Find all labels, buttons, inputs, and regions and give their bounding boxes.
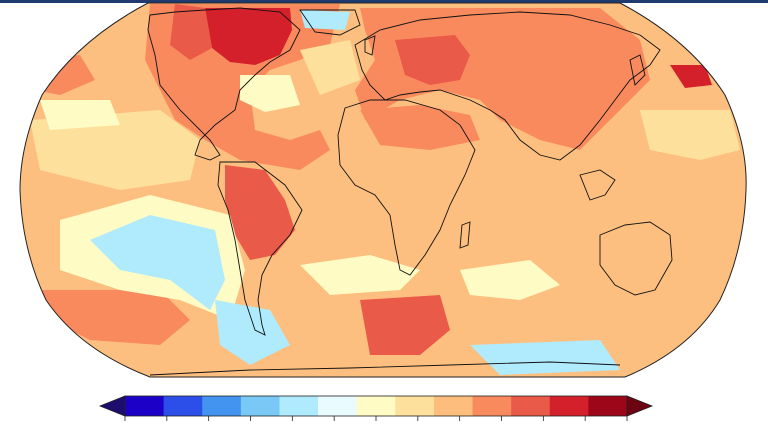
colorbar-cell (588, 396, 628, 416)
colorbar-ticks (124, 416, 628, 421)
coastline-british-isles (364, 35, 376, 56)
colorbar-cell (240, 396, 280, 416)
coastline-antarctica (149, 361, 621, 376)
anomaly-patch-east-pacific-warm (40, 290, 190, 345)
colorbar-cells (124, 395, 628, 417)
coastline-africa (337, 99, 476, 276)
colorbar-cell (433, 396, 474, 416)
colorbar-cell (356, 396, 396, 416)
anomaly-patch-antarctic-cold (470, 340, 620, 375)
coastline-southeast-asia (579, 169, 616, 201)
anomaly-patch-greenland-cold (300, 10, 350, 30)
anomaly-patch-canada-hot (205, 8, 292, 65)
anomaly-patch-south-atlantic-pale (300, 255, 420, 295)
anomaly-patch-atlantic-pale (240, 75, 300, 112)
colorbar-cell (395, 396, 435, 416)
anomaly-patch-southern-ocean-warm (360, 295, 450, 355)
coastline-australia (599, 221, 673, 296)
globe-outline (19, 2, 747, 378)
anomaly-patch-west-pacific-pale (40, 100, 120, 130)
anomaly-patch-southeast-pacific-cold (90, 215, 225, 310)
anomaly-field (20, 3, 747, 377)
anomaly-patch-arctic-warm (170, 4, 212, 60)
colorbar-cell (511, 396, 551, 416)
top-border-bar (0, 0, 768, 3)
anomaly-patch-north-africa-warm (360, 105, 480, 150)
coastline-japan (629, 54, 646, 86)
coastline-europe-asia (354, 11, 661, 161)
colorbar (98, 395, 654, 421)
anomaly-patch-pacific-pale (30, 110, 200, 190)
colorbar-cell (318, 396, 358, 416)
colorbar-cell (125, 396, 165, 416)
temperature-anomaly-map (19, 2, 747, 378)
coastlines (147, 7, 673, 376)
coastline-south-america (217, 161, 303, 336)
anomaly-patch-north-atlantic-pale (300, 40, 360, 95)
anomaly-patch-europe-hot (395, 35, 470, 85)
coastline-greenland (299, 9, 361, 36)
anomaly-patch-south-america-warm (225, 165, 295, 260)
anomaly-patch-indian-ocean-pale (460, 260, 560, 300)
colorbar-cell (202, 396, 242, 416)
coastline-madagascar (459, 221, 471, 249)
colorbar-high-extend-triangle (626, 395, 654, 417)
colorbar-cell (549, 396, 589, 416)
anomaly-patch-drake-cold (215, 300, 290, 365)
anomaly-patch-east-russia-hot (670, 65, 712, 88)
colorbar-cell (472, 396, 512, 416)
colorbar-cell (163, 396, 203, 416)
colorbar-cell (279, 396, 319, 416)
anomaly-patch-east-pacific-pale (640, 110, 740, 160)
colorbar-low-extend-triangle (98, 395, 126, 417)
coastline-north-america (147, 7, 301, 161)
